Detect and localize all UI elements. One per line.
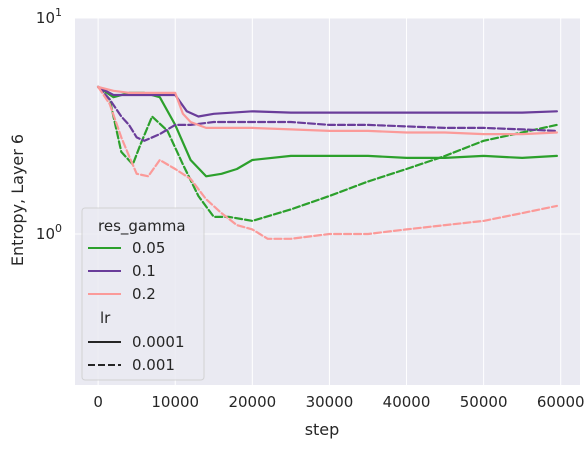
legend-hue-title: res_gamma [98,217,186,236]
x-tick-label: 30000 [306,393,354,411]
y-tick-label: 101 [36,6,62,27]
x-tick-label: 0 [93,393,103,411]
legend-style-title: lr [100,309,111,327]
y-tick-label: 100 [36,222,62,243]
legend-label-hue-0: 0.05 [132,239,165,257]
x-axis-ticks: 0 10000 20000 30000 40000 50000 60000 [93,393,584,411]
legend-label-style-1: 0.001 [132,356,175,374]
series-line-gamma-0.1-lr-0.001 [96,85,559,142]
x-tick-label: 40000 [383,393,431,411]
series-layer [96,85,559,240]
series-line-gamma-0.2-lr-0.0001 [96,85,559,136]
y-axis-title: Entropy, Layer 6 [8,134,27,266]
series-line-gamma-0.05-lr-0.001 [96,85,559,222]
legend-label-hue-1: 0.1 [132,262,156,280]
legend-label-style-0: 0.0001 [132,333,185,351]
y-axis-ticks: 100 101 [36,6,62,243]
series-line-gamma-0.1-lr-0.0001 [96,85,559,118]
legend-box [81,207,205,381]
x-tick-label: 50000 [460,393,508,411]
legend-label-hue-2: 0.2 [132,285,156,303]
x-tick-label: 10000 [151,393,199,411]
x-axis-title: step [305,420,340,439]
x-tick-label: 20000 [228,393,276,411]
series-line-gamma-0.2-lr-0.001 [96,85,559,240]
x-tick-label: 60000 [537,393,585,411]
legend: res_gamma 0.05 0.1 0.2 lr 0.0001 0.001 [81,207,205,381]
